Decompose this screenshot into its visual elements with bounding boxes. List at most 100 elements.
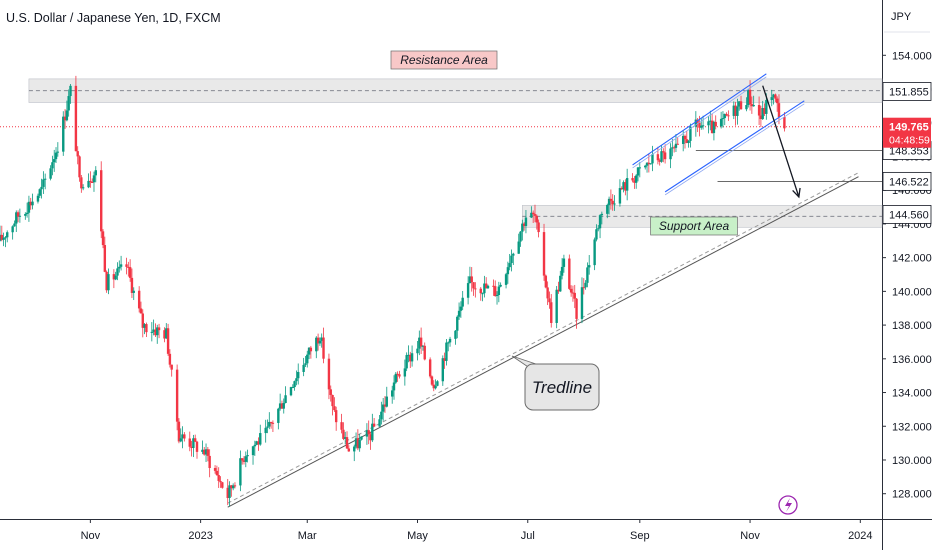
candle: [497, 281, 501, 303]
x-tick-label: 2023: [188, 530, 212, 542]
candle-body: [649, 163, 652, 165]
candle-body: [428, 359, 432, 377]
candle-body: [535, 215, 538, 223]
candle-body: [80, 177, 83, 189]
candle: [253, 440, 257, 456]
candle: [494, 280, 497, 297]
candle-body: [240, 458, 244, 461]
candle-body: [293, 381, 296, 388]
candle-body: [777, 103, 781, 118]
candle-body: [132, 290, 135, 293]
candle: [524, 209, 528, 234]
candle: [372, 417, 376, 428]
candle: [31, 193, 34, 210]
candle-body: [244, 456, 248, 462]
candle: [385, 386, 388, 408]
candle: [499, 282, 502, 288]
candle: [575, 297, 578, 329]
candle-body: [410, 353, 414, 362]
currency-button[interactable]: JPY: [891, 11, 912, 23]
candle-body: [81, 187, 85, 189]
candle-body: [714, 121, 717, 127]
candle-body: [204, 449, 208, 455]
candle: [53, 149, 56, 172]
candle: [344, 431, 347, 445]
candle-body: [710, 120, 714, 134]
candle: [342, 422, 345, 441]
candle: [165, 323, 168, 339]
candle: [510, 249, 513, 272]
candle-body: [43, 178, 47, 180]
candle: [383, 396, 387, 413]
candle: [546, 281, 549, 306]
candle-body: [775, 98, 779, 104]
candle-body: [595, 229, 598, 240]
candle: [278, 393, 282, 411]
candle-body: [154, 329, 157, 336]
candle-body: [559, 275, 562, 292]
candle: [394, 372, 398, 384]
candle-body: [613, 203, 616, 205]
candle: [0, 225, 4, 242]
candle: [139, 301, 143, 314]
candle-body: [141, 313, 144, 328]
candle: [613, 195, 616, 211]
candle-body: [694, 119, 698, 127]
candle-body: [130, 277, 134, 293]
candle: [141, 309, 144, 338]
candle-body: [105, 271, 108, 291]
candle: [633, 176, 636, 189]
candle-body: [456, 316, 459, 331]
candle-body: [360, 436, 363, 440]
candle-body: [783, 117, 786, 129]
candle-body: [54, 152, 58, 160]
candle-body: [738, 101, 741, 107]
candle: [62, 111, 65, 156]
candle-body: [295, 378, 298, 382]
candle: [517, 233, 520, 254]
candle: [622, 180, 625, 193]
candle: [486, 284, 490, 290]
candle: [423, 342, 426, 361]
candle: [588, 255, 591, 275]
candle-body: [622, 182, 625, 190]
candle: [130, 268, 134, 299]
candle-body: [472, 282, 475, 289]
candle-body: [634, 175, 638, 183]
candle-body: [157, 327, 161, 331]
candle: [264, 419, 267, 443]
candle: [316, 333, 320, 351]
alert-badge[interactable]: [778, 495, 798, 515]
candle-body: [391, 390, 394, 397]
candle-body: [517, 241, 520, 254]
candle: [307, 347, 311, 360]
candle-body: [152, 329, 155, 332]
candle-body: [233, 485, 237, 487]
candle-body: [228, 485, 231, 499]
candle-body: [284, 395, 287, 404]
candle: [170, 364, 173, 377]
candle: [454, 329, 457, 345]
candle: [544, 274, 548, 289]
candle: [107, 268, 110, 295]
candle: [347, 445, 351, 452]
candle: [125, 257, 128, 275]
candle: [56, 142, 60, 157]
candle: [354, 432, 358, 449]
candle-body: [0, 234, 2, 241]
candle: [119, 255, 123, 271]
x-tick-label: Jul: [521, 530, 535, 542]
candle: [649, 163, 652, 165]
candle: [560, 258, 564, 280]
candle-body: [662, 151, 665, 153]
candle-body: [683, 135, 687, 140]
candle-body: [217, 475, 220, 481]
y-tick-label: 154.000: [892, 50, 932, 62]
candle: [219, 476, 222, 488]
candle: [432, 380, 435, 392]
candle-body: [168, 353, 172, 365]
candle-body: [67, 96, 70, 111]
candle: [658, 158, 661, 166]
candle: [725, 112, 728, 117]
